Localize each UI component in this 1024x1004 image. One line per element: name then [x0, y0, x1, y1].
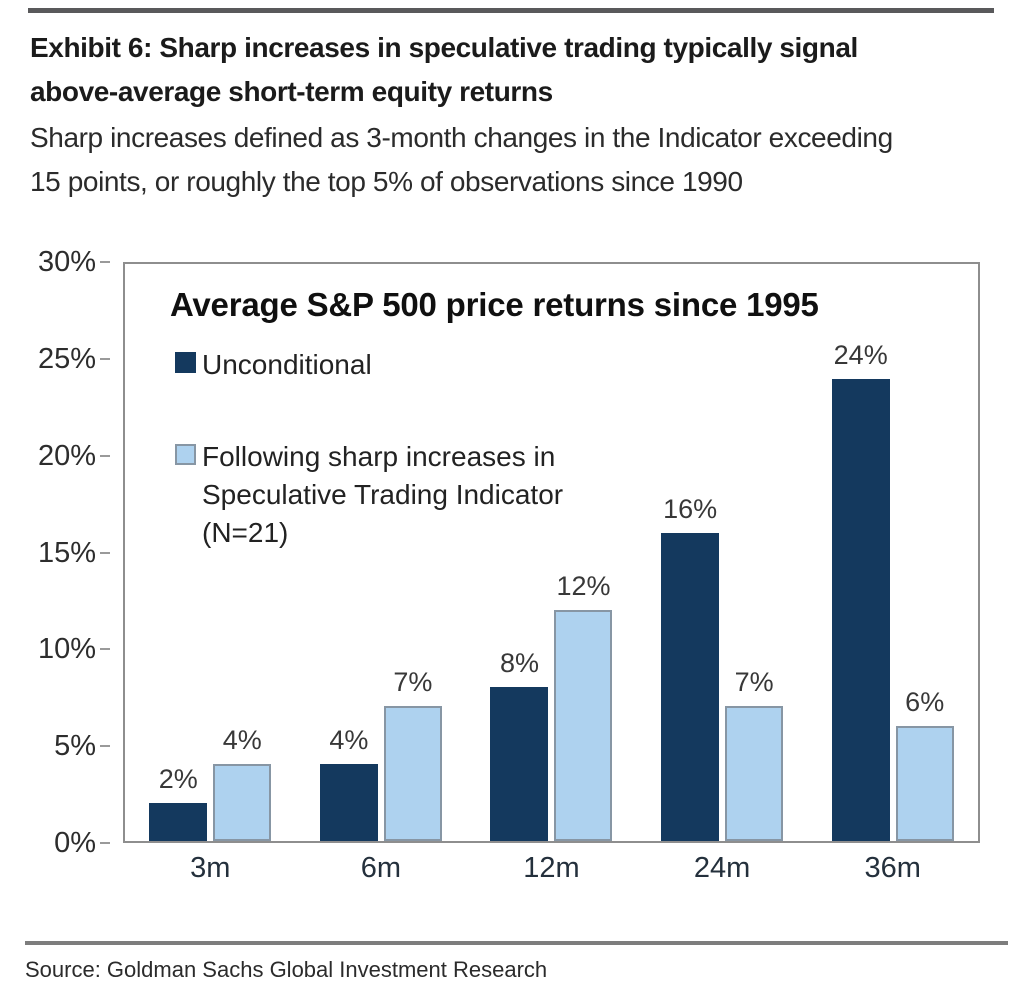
top-divider-rule [28, 8, 994, 13]
bar-conditional-36m [895, 725, 954, 841]
bar-unconditional-12m [490, 687, 549, 841]
bar-group-36m: 24% 6% [807, 264, 978, 841]
chart-title: Average S&P 500 price returns since 1995 [170, 286, 819, 323]
y-tick-label: 5% [54, 730, 96, 763]
bar-group-24m: 16% 7% [637, 264, 808, 841]
legend-swatch-dark [175, 352, 196, 373]
y-tick-mark [100, 357, 110, 360]
bar-unconditional-24m [661, 533, 720, 841]
source-line: Source: Goldman Sachs Global Investment … [25, 957, 548, 982]
bottom-divider-rule [25, 941, 1008, 945]
bar-group-3m: 2% 4% [125, 264, 296, 841]
legend-label-conditional: Following sharp increases in Speculative… [202, 441, 564, 548]
bar-conditional-12m [554, 610, 613, 841]
bar-value-label: 2% [158, 763, 198, 794]
plot-area: Average S&P 500 price returns since 1995… [123, 262, 980, 843]
bar-value-label: 4% [222, 725, 262, 756]
bar-value-label: 8% [499, 648, 539, 679]
bar-unconditional-3m [149, 802, 208, 841]
y-tick-label: 20% [37, 439, 96, 472]
y-tick-mark [100, 648, 110, 651]
bar-group-6m: 4% 7% [296, 264, 467, 841]
bar-unconditional-36m [831, 379, 890, 841]
exhibit-subtitle: Sharp increases defined as 3-month chang… [30, 122, 893, 197]
bar-unconditional-6m [319, 764, 378, 841]
exhibit-title: Exhibit 6: Sharp increases in speculativ… [30, 32, 858, 107]
y-tick-label: 0% [54, 827, 96, 859]
y-axis: 0% 5% 10% 15% 20% 25% 30% [0, 247, 110, 858]
bar-group-12m: 8% 12% [466, 264, 637, 841]
bar-conditional-6m [383, 706, 442, 841]
y-tick-mark [100, 261, 110, 263]
bar-value-label: 24% [833, 340, 888, 371]
legend-item-unconditional: Unconditional [175, 346, 372, 384]
bar-value-label: 4% [329, 725, 369, 756]
legend-swatch-light [175, 444, 196, 465]
bar-value-label: 7% [393, 667, 433, 698]
bar-value-label: 6% [905, 686, 945, 717]
y-tick-mark [100, 842, 110, 844]
x-tick-label-12m: 12m [523, 852, 580, 884]
bar-value-label: 16% [663, 494, 718, 525]
legend-item-conditional: Following sharp increases in Speculative… [175, 438, 563, 552]
y-tick-label: 25% [37, 342, 96, 375]
x-tick-label-36m: 36m [864, 852, 921, 884]
bar-conditional-24m [725, 706, 784, 841]
x-tick-label-3m: 3m [190, 852, 231, 884]
x-axis: 3m 6m 12m 24m 36m [123, 852, 980, 892]
y-tick-label: 10% [37, 633, 96, 666]
y-tick-mark [100, 454, 110, 457]
x-tick-label-6m: 6m [360, 852, 402, 884]
bar-value-label: 7% [734, 667, 774, 698]
y-tick-label: 30% [37, 246, 96, 278]
bar-conditional-3m [213, 764, 272, 841]
bar-value-label: 12% [556, 571, 611, 602]
legend-label-unconditional: Unconditional [202, 349, 372, 380]
y-tick-label: 15% [37, 536, 96, 569]
x-tick-label-24m: 24m [693, 852, 751, 884]
y-tick-mark [100, 745, 110, 748]
y-tick-mark [100, 551, 110, 554]
